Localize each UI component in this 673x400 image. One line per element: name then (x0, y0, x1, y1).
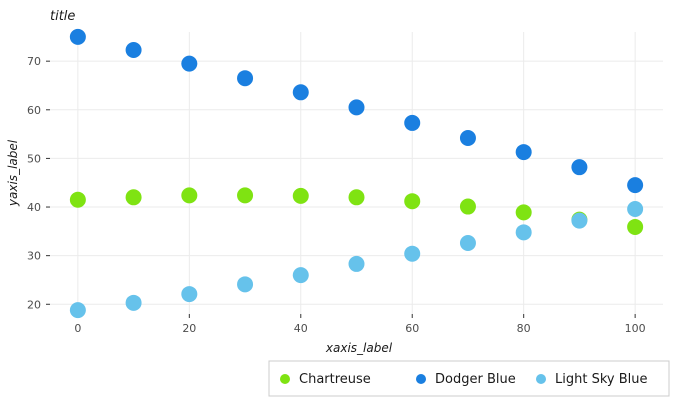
point-light-sky-blue (627, 200, 644, 217)
point-light-sky-blue (459, 235, 476, 252)
point-chartreuse (459, 198, 476, 215)
point-dodger-blue (292, 84, 309, 101)
x-axis-ticks: 0 20 40 60 80 100 (74, 314, 646, 335)
point-chartreuse (181, 187, 198, 204)
point-chartreuse (125, 189, 142, 206)
point-dodger-blue (348, 99, 365, 116)
legend-label-light-sky-blue: Light Sky Blue (555, 372, 648, 387)
point-light-sky-blue (348, 255, 365, 272)
legend-box (268, 360, 670, 397)
grid (50, 32, 663, 314)
point-chartreuse (348, 189, 365, 206)
point-dodger-blue (237, 70, 254, 87)
point-chartreuse (627, 218, 644, 235)
x-tick-label: 80 (517, 322, 531, 335)
point-light-sky-blue (69, 302, 86, 319)
legend-marker-light-sky-blue (536, 374, 546, 384)
y-tick-label: 60 (27, 104, 41, 117)
y-axis-title: yaxis_label (6, 139, 20, 207)
y-tick-label: 50 (27, 152, 41, 165)
point-light-sky-blue (237, 276, 254, 293)
x-tick-label: 40 (294, 322, 308, 335)
x-tick-label: 100 (625, 322, 646, 335)
x-axis-title: xaxis_label (325, 341, 393, 355)
y-tick-label: 40 (27, 201, 41, 214)
point-chartreuse (515, 204, 532, 221)
legend-label-dodger-blue: Dodger Blue (435, 372, 516, 387)
point-light-sky-blue (515, 224, 532, 241)
point-chartreuse (404, 193, 421, 210)
y-axis-ticks: 20 30 40 50 60 70 (27, 55, 50, 311)
point-chartreuse (292, 187, 309, 204)
point-dodger-blue (69, 28, 86, 45)
point-light-sky-blue (181, 286, 198, 303)
legend: Chartreuse Dodger Blue Light Sky Blue (268, 360, 670, 397)
x-tick-label: 20 (182, 322, 196, 335)
y-tick-label: 30 (27, 250, 41, 263)
point-dodger-blue (459, 129, 476, 146)
point-light-sky-blue (292, 267, 309, 284)
point-light-sky-blue (404, 245, 421, 262)
point-dodger-blue (181, 55, 198, 72)
legend-marker-chartreuse (280, 374, 290, 384)
y-tick-label: 70 (27, 55, 41, 68)
legend-marker-dodger-blue (416, 374, 426, 384)
y-tick-label: 20 (27, 298, 41, 311)
point-dodger-blue (515, 144, 532, 161)
point-dodger-blue (571, 159, 588, 176)
x-tick-label: 60 (405, 322, 419, 335)
point-light-sky-blue (571, 212, 588, 229)
point-light-sky-blue (125, 294, 142, 311)
point-dodger-blue (125, 41, 142, 58)
point-dodger-blue (627, 177, 644, 194)
point-chartreuse (237, 187, 254, 204)
data-points (69, 28, 644, 319)
legend-label-chartreuse: Chartreuse (299, 372, 371, 387)
chart-title: title (50, 9, 75, 24)
x-tick-label: 0 (74, 322, 81, 335)
point-chartreuse (69, 191, 86, 208)
point-dodger-blue (404, 114, 421, 131)
